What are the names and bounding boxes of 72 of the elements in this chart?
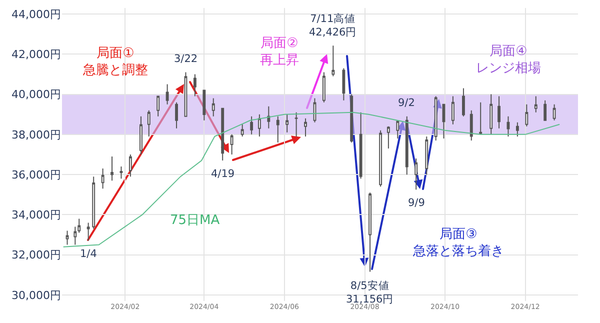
candlestick <box>552 104 556 121</box>
y-tick-label: 34,000円 <box>12 208 61 222</box>
candlestick <box>250 116 254 135</box>
annotation: 7/11高値 42,426円 <box>309 12 357 39</box>
candlestick <box>267 106 270 129</box>
candlestick <box>276 116 280 143</box>
candlestick <box>294 112 298 137</box>
annotation: 75日MA <box>170 213 220 228</box>
candlestick <box>66 230 69 246</box>
y-tick-label: 38,000円 <box>12 128 61 142</box>
annotation: 4/19 <box>211 168 235 180</box>
candlestick <box>462 88 465 117</box>
candlestick <box>396 120 400 139</box>
candlestick <box>405 116 408 176</box>
candlestick <box>86 222 90 242</box>
candlestick <box>202 90 206 121</box>
annotation: 1/4 <box>80 248 98 260</box>
candlestick <box>128 154 132 178</box>
candlestick <box>212 98 215 117</box>
annotation: 局面① 急騰と調整 <box>82 46 148 78</box>
candlestick <box>332 45 335 77</box>
candlestick <box>350 94 354 143</box>
candlestick <box>506 116 510 137</box>
candlestick <box>490 94 493 135</box>
candlestick <box>451 96 454 125</box>
annotation: 9/2 <box>398 97 415 109</box>
candlestick <box>359 112 362 180</box>
candlestick <box>498 96 500 129</box>
candlestick <box>342 68 346 101</box>
annotation: 3/22 <box>174 53 198 65</box>
candlestick <box>193 74 196 97</box>
y-tick-label: 36,000円 <box>12 168 61 182</box>
y-tick-label: 44,000円 <box>12 8 61 21</box>
candlestick <box>544 100 547 121</box>
candlestick <box>434 96 438 141</box>
candlestick <box>78 218 81 234</box>
candlestick <box>120 166 123 180</box>
annotation: 局面② 再上昇 <box>260 36 299 68</box>
candlestick <box>221 108 224 162</box>
candlestick <box>156 96 160 117</box>
candlestick <box>322 72 326 103</box>
candlestick <box>386 126 390 149</box>
annotation: 9/9 <box>408 197 425 209</box>
candlestick <box>368 192 372 272</box>
candlestick <box>479 102 482 135</box>
candlestick <box>74 226 77 246</box>
y-tick-label: 40,000円 <box>12 88 61 102</box>
candlestick <box>147 110 150 137</box>
candlestick <box>534 96 538 113</box>
candlestick <box>425 136 428 176</box>
candlestick <box>110 156 114 182</box>
candlestick <box>166 84 169 105</box>
y-tick-label: 30,000円 <box>12 288 61 302</box>
candlestick <box>525 104 528 127</box>
candlestick <box>240 124 244 137</box>
candlestick <box>470 110 473 141</box>
annotation: 局面③ 急落と落ち着き <box>412 227 504 259</box>
candlestick <box>286 114 289 133</box>
candlestick <box>140 116 142 155</box>
candlestick <box>304 118 307 137</box>
y-tick-label: 42,000円 <box>12 48 61 62</box>
y-tick-label: 32,000円 <box>12 248 61 262</box>
candlestick <box>175 102 178 129</box>
annotation: 局面④ レンジ相場 <box>476 44 541 76</box>
candlestick <box>230 134 234 155</box>
candlestick <box>258 114 261 137</box>
candlestick <box>92 176 96 230</box>
candlestick <box>516 122 519 137</box>
candlestick <box>379 130 382 188</box>
candlestick <box>414 158 418 190</box>
candlestick <box>442 104 446 139</box>
candlestick <box>101 168 104 190</box>
